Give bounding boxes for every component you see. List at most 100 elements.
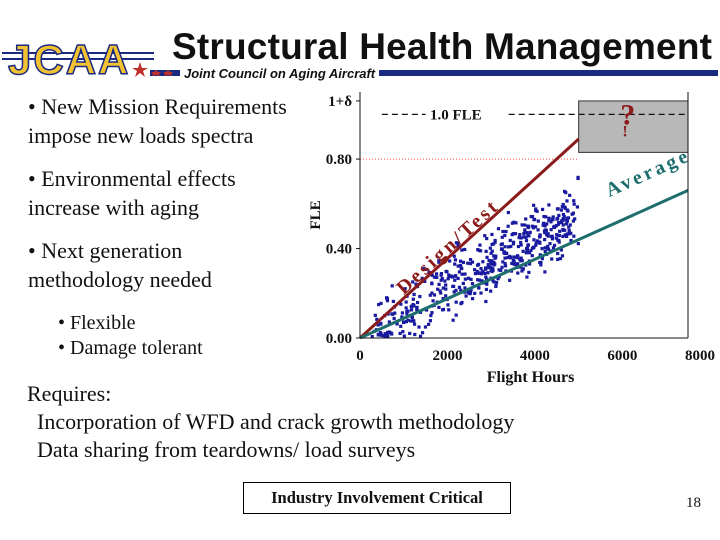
x-tick-label: 6000 (607, 348, 637, 364)
scatter-point (475, 269, 479, 274)
bullet-text: impose new loads spectra (28, 123, 254, 148)
scatter-point (524, 239, 529, 243)
scatter-point (489, 268, 493, 272)
scatter-point (460, 272, 464, 276)
scatter-point (451, 318, 455, 322)
scatter-point (575, 205, 580, 209)
scatter-point (470, 282, 475, 286)
scatter-point (515, 254, 520, 258)
scatter-point (564, 233, 568, 237)
x-tick-label: 2000 (432, 348, 462, 364)
scatter-point (447, 308, 451, 312)
scatter-point (565, 219, 569, 223)
requirement-item: Incorporation of WFD and crack growth me… (37, 409, 515, 434)
scatter-point (556, 216, 560, 221)
scatter-point (376, 333, 380, 337)
scatter-point (411, 297, 415, 301)
scatter-point (563, 189, 567, 193)
scatter-point (521, 267, 525, 271)
scatter-point (373, 313, 377, 317)
scatter-point (387, 330, 391, 334)
bullet-text: • Next generation (28, 238, 183, 263)
scatter-point (457, 285, 462, 289)
scatter-point (446, 277, 450, 281)
scatter-point (543, 229, 547, 233)
scatter-point (439, 272, 444, 276)
scatter-point (390, 284, 394, 288)
scatter-point (561, 223, 565, 227)
scatter-point (452, 254, 456, 258)
scatter-point (409, 319, 413, 323)
scatter-point (567, 232, 571, 236)
scatter-point (423, 279, 427, 284)
scatter-point (512, 240, 516, 244)
x-tick-label: 4000 (520, 348, 550, 364)
scatter-point (456, 264, 460, 268)
scatter-point (506, 255, 510, 260)
scatter-point (443, 279, 447, 283)
scatter-point (409, 305, 413, 309)
scatter-point (523, 230, 527, 234)
scatter-point (543, 249, 547, 254)
scatter-point (379, 301, 383, 305)
scatter-point (567, 229, 571, 233)
scatter-point (539, 263, 543, 267)
scatter-point (412, 319, 416, 323)
scatter-point (512, 255, 516, 259)
scatter-point (403, 287, 407, 291)
scatter-point (468, 292, 472, 296)
scatter-point (438, 289, 442, 293)
scatter-point (439, 278, 443, 282)
scatter-point (436, 287, 440, 291)
scatter-point (478, 278, 482, 282)
scatter-point (490, 242, 494, 247)
jcaa-logo: JCAA (2, 35, 154, 80)
scatter-point (437, 259, 441, 263)
unknown-region (578, 100, 689, 153)
scatter-point (519, 256, 523, 260)
scatter-point (470, 297, 475, 301)
scatter-point (405, 312, 409, 316)
scatter-point (550, 237, 555, 241)
scatter-point (476, 278, 480, 282)
scatter-point (466, 290, 470, 294)
scatter-point (392, 316, 396, 321)
scatter-point (568, 223, 572, 227)
scatter-point (453, 274, 457, 278)
scatter-point (555, 207, 560, 211)
scatter-point (525, 231, 529, 235)
scatter-point (530, 224, 534, 228)
scatter-point (477, 286, 481, 290)
scatter-point (571, 211, 575, 215)
scatter-point (414, 282, 418, 286)
scatter-point (526, 225, 531, 230)
scatter-point (439, 291, 443, 295)
scatter-point (565, 199, 569, 203)
scatter-point (461, 281, 465, 286)
scatter-point (411, 304, 416, 308)
scatter-point (401, 320, 406, 325)
scatter-point (484, 275, 488, 279)
scatter-point (481, 270, 485, 274)
scatter-point (547, 203, 551, 207)
scatter-point (530, 254, 534, 258)
scatter-point (540, 256, 544, 261)
scatter-point (428, 293, 432, 297)
scatter-point (560, 205, 564, 209)
scatter-point (454, 313, 458, 317)
scatter-point (432, 275, 437, 279)
scatter-point (567, 225, 571, 229)
scatter-point (430, 273, 434, 277)
scatter-point (557, 238, 561, 243)
scatter-point (503, 256, 507, 260)
scatter-point (489, 262, 494, 266)
scatter-point (532, 238, 536, 242)
scatter-point (540, 247, 544, 251)
scatter-point (492, 263, 496, 267)
scatter-point (508, 278, 512, 282)
requirement-item: Data sharing from teardowns/ load survey… (37, 437, 416, 462)
scatter-point (546, 234, 550, 238)
scatter-point (463, 277, 467, 281)
scatter-point (415, 300, 420, 305)
scatter-point (447, 273, 451, 277)
